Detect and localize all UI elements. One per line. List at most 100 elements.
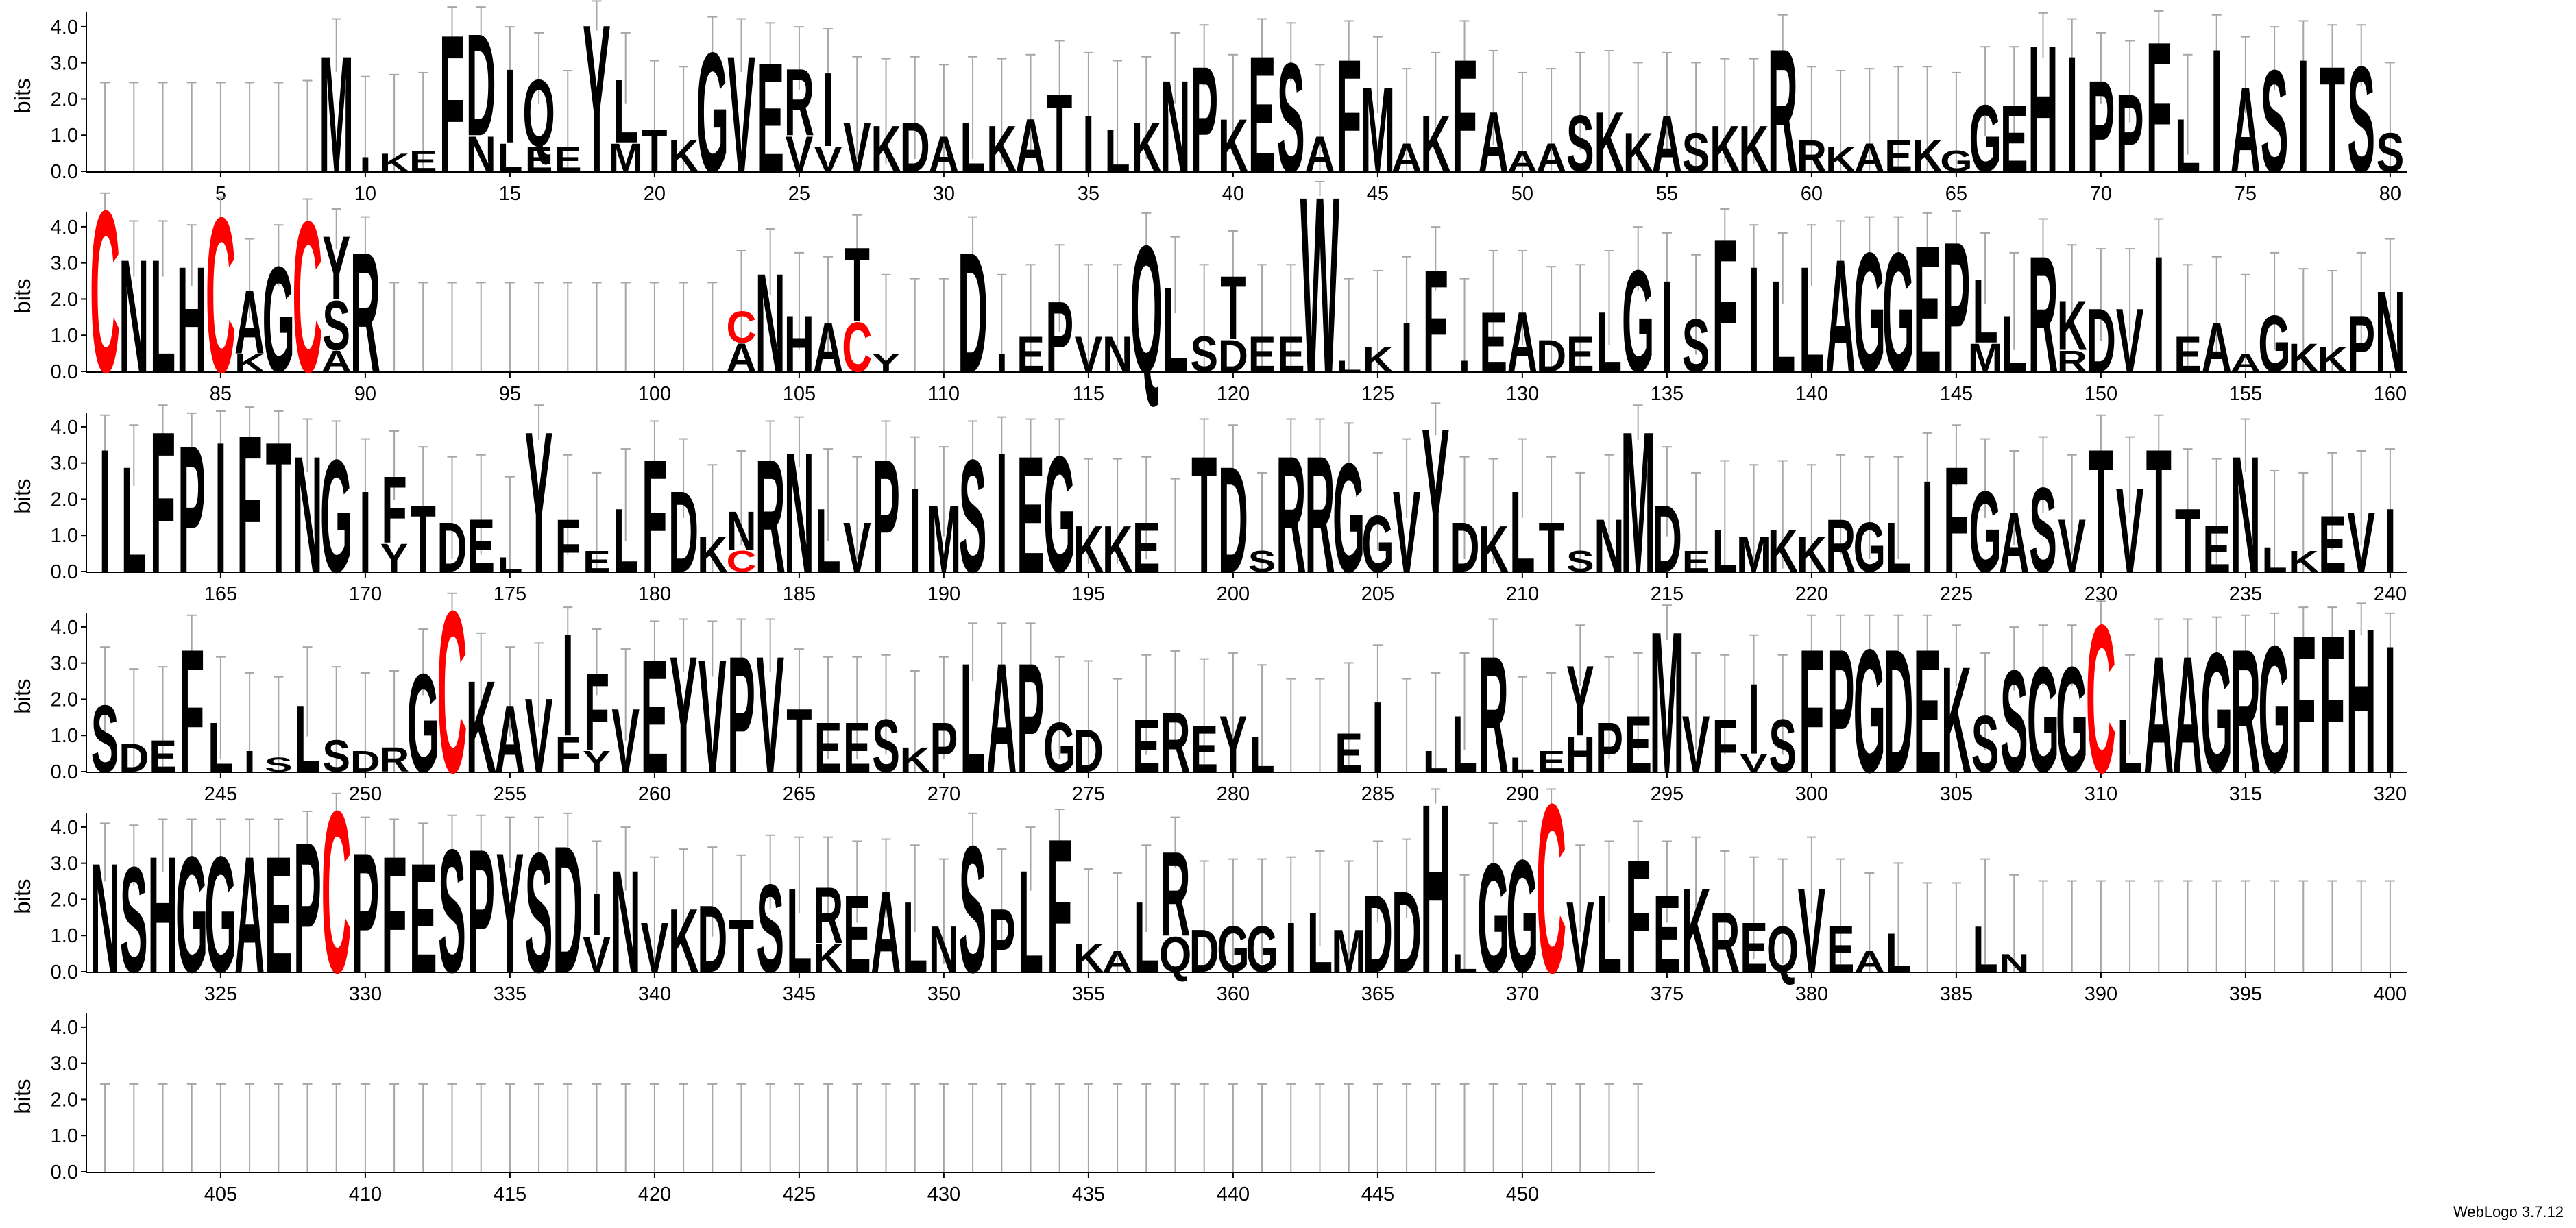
residue-K-pos-305: K: [1941, 636, 1971, 804]
y-tick-label: 2.0: [51, 1089, 78, 1111]
x-tick-label: 165: [204, 583, 237, 605]
residue-Y-pos-335: Y: [496, 818, 524, 1009]
residue-L-pos-345: L: [786, 863, 812, 997]
residue-E-pos-238: E: [2318, 498, 2346, 589]
residue-K-pos-61: K: [1825, 140, 1856, 179]
x-tick-label: 395: [2229, 983, 2262, 1005]
x-tick-label: 320: [2374, 783, 2407, 805]
residue-H-pos-68: H: [2028, 8, 2058, 210]
residue-D-pos-181: D: [668, 467, 698, 596]
residue-K-pos-195: K: [1073, 513, 1104, 585]
x-tick-label: 205: [1361, 583, 1394, 605]
residue-A-pos-326: A: [234, 822, 265, 1007]
residue-E-pos-16: E: [525, 140, 553, 179]
residue-L-pos-290: L: [1509, 754, 1535, 776]
residue-S-pos-201: S: [1248, 545, 1276, 578]
x-tick-label: 250: [349, 783, 382, 805]
residue-R-pos-148: R: [2028, 222, 2058, 407]
x-tick-label: 195: [1072, 583, 1105, 605]
residue-E-pos-121: E: [1248, 327, 1276, 383]
residue-H-pos-84: H: [177, 236, 207, 404]
residue-V-pos-229: V: [2058, 504, 2086, 587]
residue-A-pos-50: A: [1507, 145, 1538, 178]
residue-A-pos-272: A: [986, 631, 1017, 805]
residue-E-pos-122: E: [1277, 327, 1305, 383]
x-tick-label: 115: [1073, 383, 1104, 405]
residue-C-pos-329: C: [321, 764, 352, 1022]
residue-R-pos-221: R: [1825, 504, 1856, 587]
x-tick-label: 200: [1217, 583, 1250, 605]
residue-I-pos-15: I: [504, 47, 515, 164]
x-tick-label: 440: [1217, 1183, 1250, 1205]
weblogo-version-footer: WebLogo 3.7.12: [2453, 1203, 2564, 1220]
residue-P-pos-270: P: [930, 709, 958, 787]
residue-A-pos-62: A: [1854, 135, 1884, 180]
residue-S-pos-299: S: [1769, 704, 1797, 787]
residue-G-pos-142: G: [1854, 218, 1886, 408]
residue-Y-pos-108: Y: [872, 349, 900, 377]
residue-I-pos-338: I: [591, 882, 603, 949]
residue-E-pos-332: E: [409, 831, 437, 1005]
residue-P-pos-164: P: [178, 408, 206, 611]
residue-G-pos-204: G: [1333, 431, 1365, 605]
y-tick-label: 1.0: [51, 525, 78, 547]
residue-V-pos-231: V: [2116, 463, 2144, 597]
residue-K-pos-219: K: [1768, 518, 1798, 585]
residue-E-pos-17: E: [554, 140, 582, 179]
residue-S-pos-56: S: [1682, 122, 1710, 184]
x-tick-label: 100: [638, 383, 671, 405]
residue-D-pos-14: D: [466, 4, 496, 167]
residue-N-pos-183: N: [727, 500, 757, 562]
residue-D-pos-275: D: [1073, 718, 1104, 785]
residue-F-pos-300: F: [1799, 612, 1824, 809]
residue-K-pos-47: K: [1420, 98, 1450, 188]
residue-D-pos-208: D: [1450, 508, 1480, 587]
y-tick-label: 0.0: [51, 761, 78, 783]
x-tick-label: 30: [933, 183, 955, 205]
y-tick-label: 1.0: [51, 1125, 78, 1147]
residue-L-pos-373: L: [1596, 872, 1622, 995]
y-tick-label: 1.0: [51, 125, 78, 147]
residue-N-pos-185: N: [784, 418, 814, 609]
x-tick-label: 290: [1506, 783, 1539, 805]
residue-L-pos-179: L: [613, 490, 638, 591]
residue-E-pos-174: E: [467, 504, 495, 587]
residue-C-pos-88: C: [293, 177, 323, 418]
x-tick-label: 180: [638, 583, 671, 605]
residue-G-pos-65: G: [1940, 145, 1972, 178]
residue-A-pos-155: A: [2231, 349, 2261, 377]
residue-K-pos-209: K: [1479, 513, 1509, 585]
residue-F-pos-72: F: [2146, 3, 2172, 211]
residue-D-pos-29: D: [900, 108, 930, 186]
x-tick-label: 260: [638, 783, 671, 805]
residue-K-pos-182: K: [697, 527, 727, 583]
residue-Y-pos-18: Y: [583, 0, 611, 217]
residue-I-pos-320: I: [2384, 609, 2396, 811]
x-tick-label: 25: [788, 183, 810, 205]
residue-L-pos-19: L: [613, 60, 638, 162]
residue-K-pos-11: K: [379, 149, 409, 177]
residue-L-pos-210: L: [1509, 467, 1535, 596]
residue-N-pos-339: N: [611, 840, 641, 1003]
x-tick-label: 275: [1072, 783, 1105, 805]
residue-E-pos-129: E: [1479, 294, 1507, 390]
y-tick-label: 3.0: [51, 253, 78, 275]
x-tick-label: 150: [2085, 383, 2117, 405]
residue-L-pos-386: L: [1972, 913, 1997, 985]
residue-A-pos-33: A: [1016, 103, 1046, 187]
residue-L-pos-162: L: [121, 436, 147, 604]
residue-A-pos-255: A: [495, 685, 525, 791]
x-tick-label: 60: [1801, 183, 1823, 205]
residue-D-pos-342: D: [697, 885, 727, 992]
residue-G-pos-302: G: [1854, 612, 1886, 809]
residue-L-pos-146: L: [1972, 260, 1997, 362]
residue-L-pos-124: L: [1336, 358, 1361, 374]
residue-F-pos-166: F: [236, 394, 262, 613]
residue-C-pos-310: C: [2086, 582, 2116, 818]
residue-I-pos-10: I: [359, 154, 371, 176]
residue-A-pos-106: A: [813, 308, 843, 386]
residue-D-pos-111: D: [958, 218, 988, 408]
